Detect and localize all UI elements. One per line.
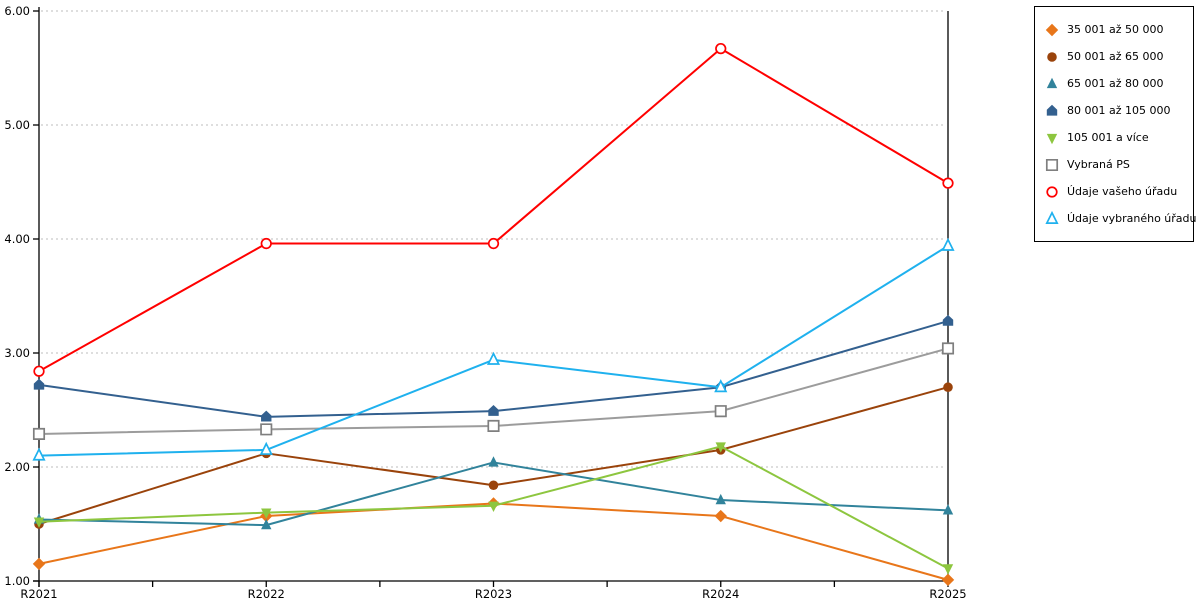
square-marker — [32, 427, 46, 440]
legend-label: Údaje vašeho úřadu — [1067, 185, 1178, 198]
legend-label: 35 001 až 50 000 — [1067, 23, 1164, 36]
triangle-up-marker — [32, 447, 46, 461]
legend-label: 105 001 a více — [1067, 131, 1149, 144]
series-line — [38, 47, 949, 373]
square-legend-icon — [1045, 158, 1059, 171]
y-tick-label: 4.00 — [4, 232, 30, 246]
triangle-up-legend-icon — [1045, 210, 1059, 224]
pentagon-marker — [33, 378, 45, 390]
circle-marker — [1046, 185, 1058, 198]
circle-legend-icon — [1046, 185, 1058, 198]
circle-marker — [488, 480, 499, 491]
triangle-up-marker — [942, 504, 954, 515]
triangle-up-marker — [486, 351, 501, 365]
square-marker — [714, 405, 727, 418]
y-tick-label: 1.00 — [4, 574, 30, 588]
circle-marker — [715, 42, 727, 55]
pentagon-legend-icon — [1046, 104, 1058, 116]
legend: 35 001 až 50 000 50 001 až 65 000 65 001 a… — [1034, 6, 1197, 242]
triangle-down-legend-icon — [1046, 133, 1058, 144]
y-tick-label: 5.00 — [4, 118, 30, 132]
legend-item: Údaje vybraného úřadu — [1044, 205, 1197, 232]
triangle-up-marker — [941, 237, 955, 251]
triangle-up-legend-icon — [1046, 77, 1058, 88]
triangle-up-marker — [1046, 77, 1058, 88]
pentagon-marker — [1046, 104, 1058, 116]
legend-label: 50 001 až 65 000 — [1067, 50, 1164, 63]
circle-marker — [487, 237, 500, 250]
diamond-marker — [714, 509, 727, 523]
circle-marker — [33, 365, 45, 377]
circle-legend-icon — [1047, 51, 1057, 62]
circle-marker — [942, 177, 954, 189]
x-tick-label: R2021 — [20, 587, 57, 600]
triangle-down-marker — [942, 564, 954, 575]
square-marker — [1045, 158, 1059, 171]
x-tick-label: R2022 — [248, 587, 285, 600]
triangle-down-marker — [261, 508, 272, 519]
diamond-marker — [941, 573, 955, 587]
y-tick-label: 2.00 — [4, 460, 30, 474]
legend-label: Údaje vybraného úřadu — [1067, 212, 1197, 225]
legend-item: Údaje vašeho úřadu — [1044, 178, 1187, 205]
triangle-down-marker — [33, 517, 45, 528]
series-vybraná-ps — [32, 342, 955, 440]
pentagon-marker — [261, 410, 272, 422]
triangle-up-marker — [259, 441, 273, 455]
legend-item: 105 001 a více — [1044, 124, 1187, 151]
triangle-up-marker — [261, 518, 272, 530]
series-údaje-vybraného-úřadu — [32, 237, 955, 461]
legend-label: 65 001 až 80 000 — [1067, 77, 1164, 90]
x-tick-label: R2025 — [929, 587, 966, 600]
diamond-marker — [32, 557, 46, 571]
diamond-legend-icon — [1045, 23, 1059, 36]
circle-marker — [943, 382, 953, 392]
y-tick-label: 6.00 — [4, 4, 30, 18]
triangle-down-marker — [488, 501, 499, 512]
series-line — [38, 320, 949, 418]
circle-marker — [1047, 51, 1057, 62]
line-chart: 1.00 2.00 3.00 4.00 5.00 6.00 R2021 R2022 R2023 R… — [4, 4, 966, 601]
series-105-001-a-více — [33, 442, 954, 575]
triangle-up-marker — [488, 456, 499, 467]
pentagon-marker — [942, 314, 954, 326]
pentagon-marker — [488, 404, 499, 416]
triangle-up-marker — [714, 379, 728, 393]
triangle-down-marker — [715, 442, 726, 453]
legend-item: 65 001 až 80 000 — [1044, 70, 1187, 97]
circle-marker — [260, 237, 272, 250]
legend-item: 50 001 až 65 000 — [1044, 43, 1187, 70]
y-tick-label: 3.00 — [4, 346, 30, 360]
x-tick-label: R2023 — [475, 587, 512, 600]
legend-label: 80 001 až 105 000 — [1067, 104, 1171, 117]
square-marker — [487, 419, 500, 433]
x-tick-label: R2024 — [702, 587, 739, 600]
legend-label: Vybraná PS — [1067, 158, 1130, 171]
chart-plot-area: 1.00 2.00 3.00 4.00 5.00 6.00 R2021 R2022 R2023 R… — [4, 4, 966, 601]
series-údaje-vašeho-úřadu — [33, 42, 954, 377]
triangle-up-marker — [1045, 210, 1059, 224]
legend-item: 35 001 až 50 000 — [1044, 16, 1187, 43]
square-marker — [260, 423, 273, 436]
series-80-001-až-105-000 — [33, 314, 954, 422]
square-marker — [941, 342, 955, 355]
triangle-down-marker — [1046, 133, 1058, 144]
triangle-up-marker — [715, 493, 726, 505]
legend-item: Vybraná PS — [1044, 151, 1187, 178]
series-line — [38, 502, 949, 581]
diamond-marker — [1045, 23, 1059, 36]
legend-item: 80 001 až 105 000 — [1044, 97, 1187, 124]
